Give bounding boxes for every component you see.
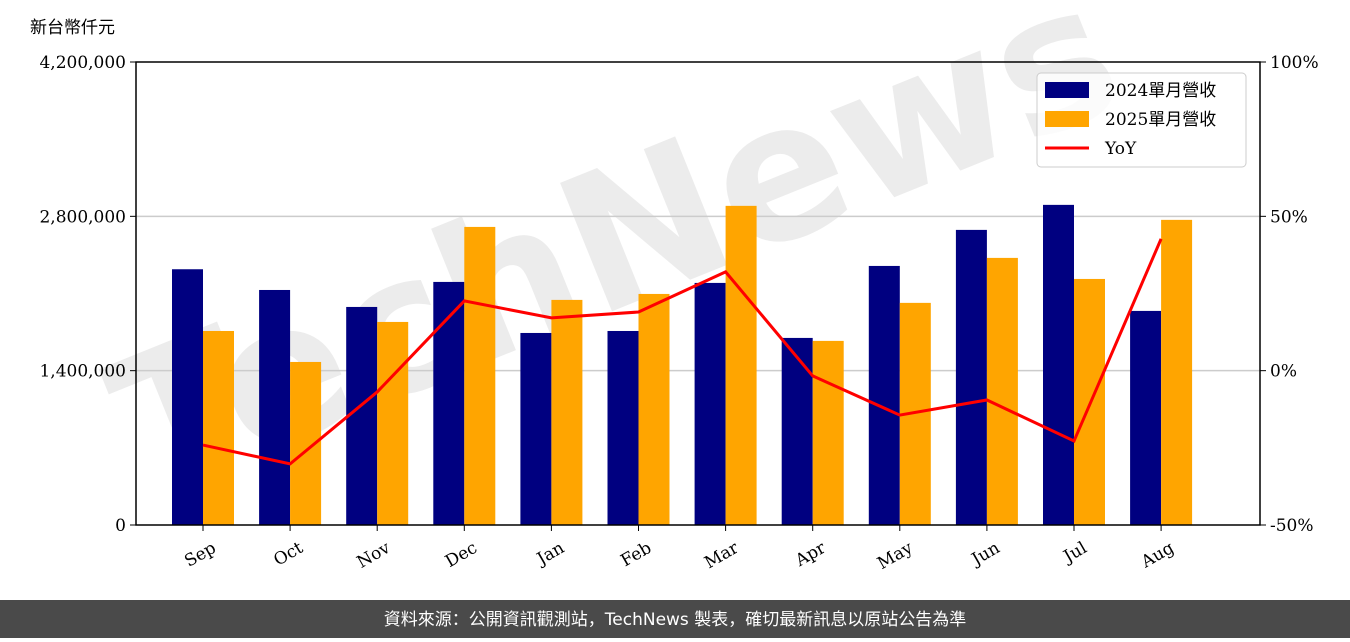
bar	[868, 265, 900, 525]
legend-label: 2024單月營收	[1105, 81, 1216, 101]
bar	[377, 321, 409, 525]
x-tick-label: Oct	[270, 538, 306, 571]
x-tick-label: May	[874, 538, 917, 574]
x-tick-label: Apr	[791, 538, 830, 572]
bar	[551, 299, 583, 525]
footer-bar	[0, 600, 1350, 638]
x-tick-label: Sep	[181, 538, 219, 572]
x-tick-label: Mar	[701, 538, 743, 574]
bar	[781, 337, 813, 525]
bar	[638, 293, 670, 525]
y-tick-label: 1,400,000	[39, 362, 126, 382]
x-tick-label: Jan	[532, 538, 568, 570]
line	[202, 238, 1163, 466]
bar	[1130, 310, 1162, 525]
bar	[607, 330, 639, 525]
bar	[346, 306, 378, 525]
bar	[986, 257, 1018, 525]
x-tick-label: Jul	[1059, 538, 1091, 568]
x-tick-label: Nov	[354, 538, 394, 573]
x-tick-label: Aug	[1137, 538, 1178, 573]
bar	[172, 269, 203, 525]
bar	[464, 226, 496, 525]
plot-frame	[135, 61, 1261, 526]
y2-tick-label: 50%	[1270, 207, 1308, 227]
legend-label: 2025單月營收	[1105, 110, 1216, 130]
legend	[1036, 72, 1247, 168]
footer: 資料來源：公開資訊觀測站，TechNews 製表，確切最新訊息以原站公告為準	[384, 610, 966, 630]
x-tick-label: Dec	[442, 538, 481, 572]
y-tick-label: 0	[115, 516, 126, 536]
y2-tick-label: -50%	[1270, 516, 1314, 536]
bar	[1161, 219, 1193, 525]
legend-swatch	[1045, 111, 1089, 127]
bar	[433, 281, 465, 525]
y-tick-label: 2,800,000	[39, 207, 126, 227]
y2-tick-label: 0%	[1270, 362, 1297, 382]
legend-label: YoY	[1104, 139, 1137, 159]
bar	[812, 340, 844, 525]
bar	[955, 229, 987, 525]
bar	[1043, 204, 1074, 525]
y2-tick-label: 100%	[1270, 53, 1319, 73]
bar	[725, 205, 757, 525]
bar	[259, 289, 291, 525]
bar	[694, 282, 726, 525]
y-tick-label: 4,200,000	[39, 53, 126, 73]
x-tick-label: Feb	[617, 538, 655, 571]
bar	[520, 332, 552, 525]
x-tick-label: Jun	[967, 538, 1004, 571]
y-axis-label: 新台幣仟元	[30, 18, 115, 38]
legend-swatch	[1045, 82, 1089, 98]
bar	[203, 330, 234, 525]
